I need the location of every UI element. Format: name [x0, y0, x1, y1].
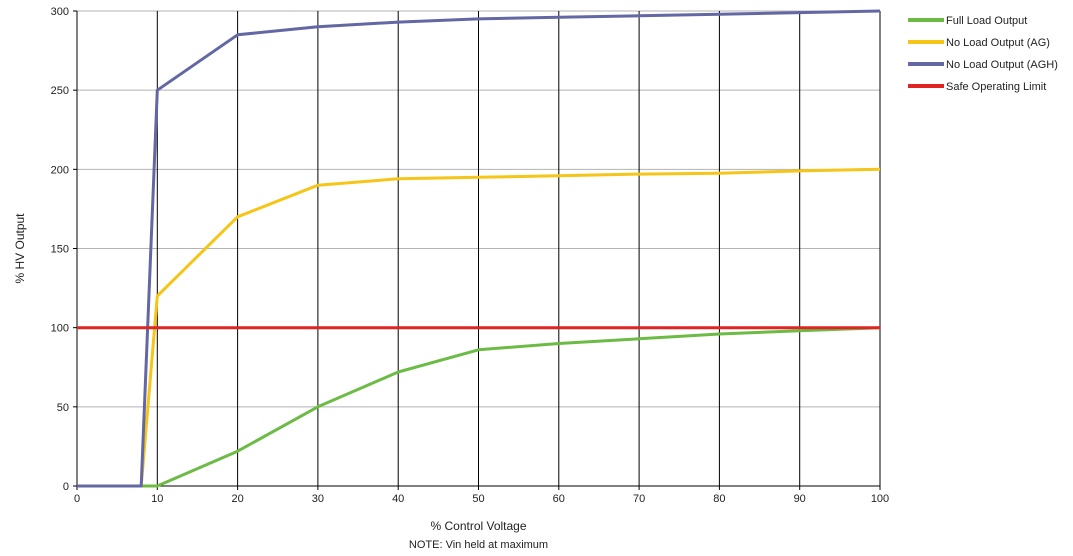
x-tick-label: 40	[392, 493, 404, 505]
axes	[73, 10, 881, 490]
y-tick-label: 200	[51, 164, 69, 176]
x-tick-label: 90	[794, 493, 806, 505]
y-tick-label: 100	[51, 323, 69, 335]
x-tick-label: 10	[151, 493, 163, 505]
x-tick-label: 20	[231, 493, 243, 505]
y-tick-label: 150	[51, 244, 69, 256]
x-tick-label: 50	[472, 493, 484, 505]
x-tick-label: 80	[713, 493, 725, 505]
y-tick-label: 250	[51, 85, 69, 97]
x-tick-label: 100	[871, 493, 889, 505]
chart-note: NOTE: Vin held at maximum	[409, 539, 548, 551]
tick-labels: 0 50 100 150 200 250 300 0 10 20 30 40 50 60 70 80 90 100	[51, 6, 890, 505]
x-tick-label: 70	[633, 493, 645, 505]
series-line-full-load-output	[77, 326, 881, 488]
legend-label: No Load Output (AG)	[946, 37, 1050, 49]
x-axis-title: % Control Voltage	[430, 519, 526, 533]
series-lines	[77, 9, 881, 488]
legend-label: Safe Operating Limit	[946, 81, 1046, 93]
series-line-no-load-output-agh	[77, 9, 881, 488]
legend: Full Load Output No Load Output (AG) No Lo…	[908, 15, 1058, 93]
x-tick-label: 60	[553, 493, 565, 505]
y-axis-title: % HV Output	[13, 213, 27, 284]
x-tick-label: 0	[74, 493, 80, 505]
grid	[77, 10, 881, 486]
y-tick-label: 300	[51, 6, 69, 18]
x-tick-label: 30	[312, 493, 324, 505]
y-tick-label: 0	[63, 481, 69, 493]
y-tick-label: 50	[57, 402, 69, 414]
legend-label: Full Load Output	[946, 15, 1027, 27]
legend-label: No Load Output (AGH)	[946, 59, 1058, 71]
